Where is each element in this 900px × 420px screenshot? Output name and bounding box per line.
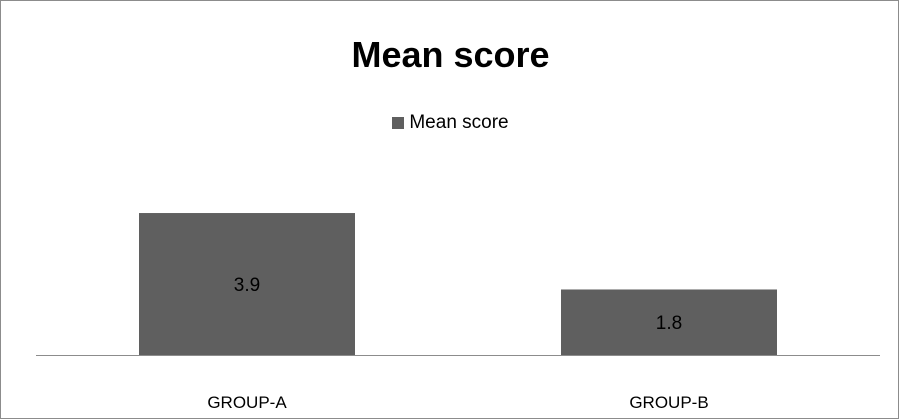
legend-swatch — [392, 117, 405, 129]
data-label-group-b: 1.8 — [656, 313, 682, 334]
bar-group-b — [561, 289, 777, 355]
chart-title: Mean score — [351, 34, 550, 75]
legend-label: Mean score — [409, 112, 509, 133]
bars-group: 3.9 1.8 — [139, 213, 777, 355]
legend: Mean score — [1, 112, 900, 134]
tick-label-group-b: GROUP-B — [629, 393, 708, 412]
data-label-group-a: 3.9 — [234, 275, 260, 296]
tick-label-group-a: GROUP-A — [207, 393, 287, 412]
tick-labels-group: GROUP-A GROUP-B — [207, 393, 708, 412]
bar-group-a — [139, 213, 355, 355]
